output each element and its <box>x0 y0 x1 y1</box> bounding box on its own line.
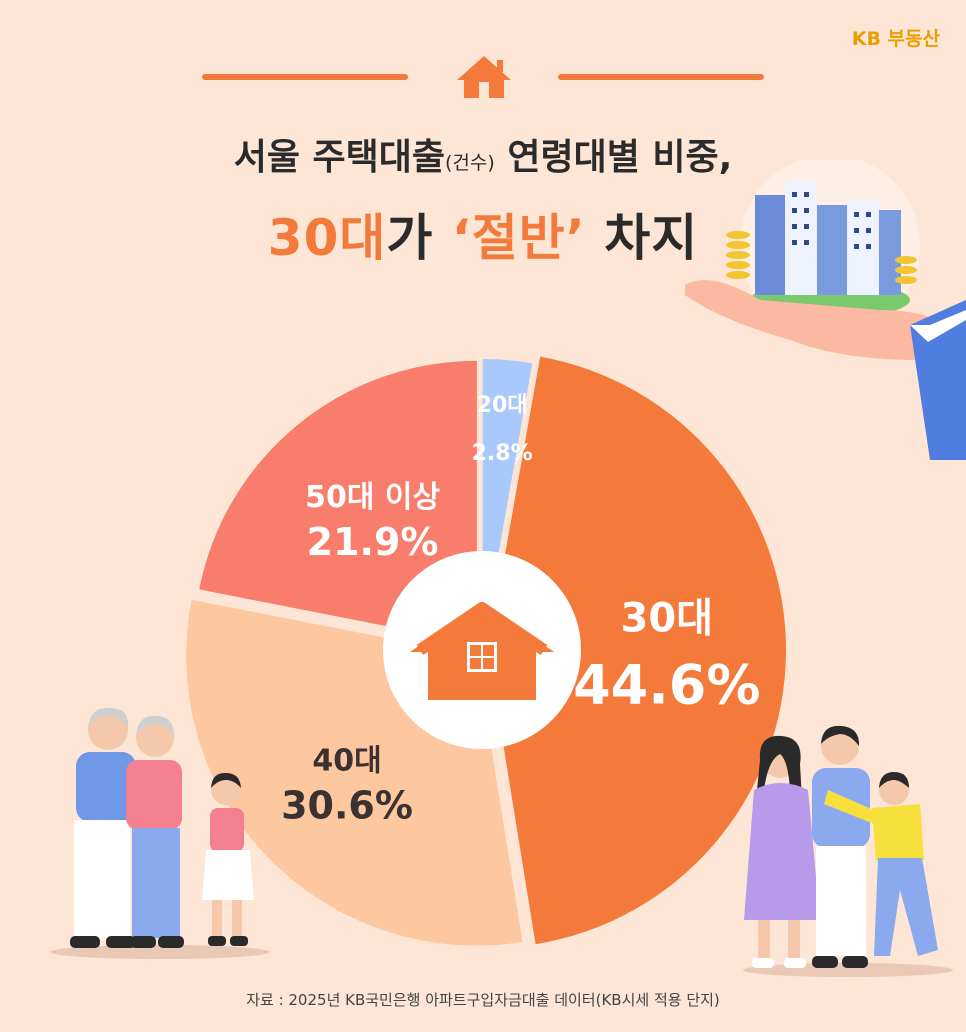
right-divider <box>558 74 764 80</box>
brand-logo: KB 부동산 <box>851 28 940 50</box>
slice-category-label: 20대 <box>477 393 528 418</box>
family-illustration <box>743 725 953 977</box>
slice-category-label: 30대 <box>621 595 713 641</box>
pie-slice-30s <box>487 356 786 945</box>
house-icon <box>457 56 511 98</box>
left-divider <box>202 74 408 80</box>
title-line-1: 서울 주택대출(건수) 연령대별 비중, <box>233 137 733 178</box>
pie-slice-50s-plus <box>199 360 477 644</box>
slice-value-label: 2.8% <box>472 441 533 466</box>
elderly-couple-illustration <box>50 707 270 959</box>
slice-value-label: 30.6% <box>281 784 413 828</box>
building-hand-illustration <box>685 160 966 460</box>
slice-value-label: 44.6% <box>573 653 760 716</box>
slice-value-label: 21.9% <box>307 520 439 564</box>
house-center-icon <box>410 602 554 700</box>
source-note: 자료 : 2025년 KB국민은행 아파트구입자금대출 데이터(KB시세 적용 … <box>246 991 720 1009</box>
title-line-2: 30대가 ‘절반’ 차지 <box>267 209 699 267</box>
slice-category-label: 50대 이상 <box>305 480 440 515</box>
slice-category-label: 40대 <box>312 744 381 779</box>
